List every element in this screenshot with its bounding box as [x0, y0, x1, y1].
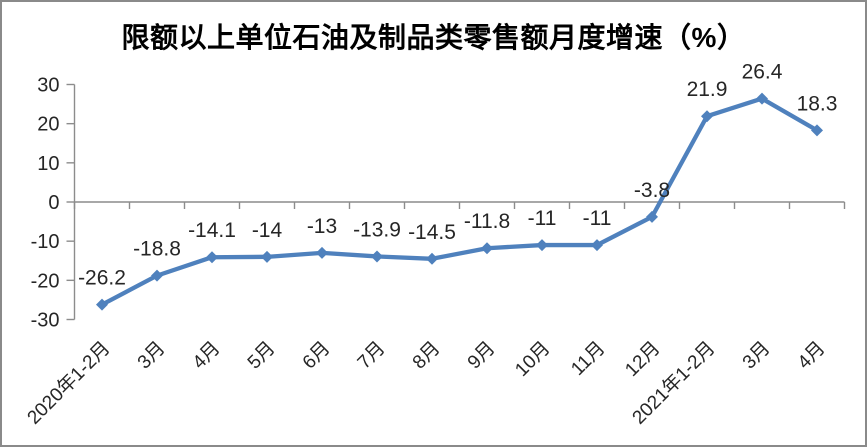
y-axis-tick-label: 20 [37, 114, 59, 136]
data-point-marker [591, 239, 603, 252]
x-axis-category-label: 5月 [244, 338, 280, 374]
data-label: -11 [583, 207, 612, 230]
x-axis-category-label: 3月 [134, 338, 170, 374]
x-axis-category-label: 12月 [621, 338, 664, 381]
y-axis-tick-label: -20 [31, 270, 60, 292]
data-label: 26.4 [742, 61, 783, 84]
data-point-marker [371, 250, 383, 263]
data-label: -3.8 [634, 179, 670, 202]
data-point-marker [811, 124, 823, 137]
data-point-marker [206, 251, 218, 264]
data-label: -14 [252, 219, 283, 242]
x-axis-category-label: 4月 [794, 338, 830, 374]
data-label: -13.9 [353, 218, 401, 241]
x-axis-category-label: 7月 [354, 338, 390, 374]
x-axis-category-label: 8月 [409, 338, 445, 374]
data-point-marker [96, 298, 108, 311]
data-label: -14.1 [188, 219, 236, 242]
data-point-marker [536, 239, 548, 252]
data-label: -13 [307, 215, 337, 238]
data-point-marker [151, 269, 163, 282]
data-label: -26.2 [78, 267, 126, 290]
x-axis-category-label: 4月 [189, 338, 225, 374]
data-point-marker [701, 110, 713, 123]
y-axis-tick-label: 0 [48, 192, 59, 214]
data-label: 18.3 [797, 92, 838, 115]
data-label: -14.5 [408, 221, 456, 244]
data-label: -11 [528, 207, 557, 230]
series-line [99, 96, 820, 307]
y-axis-tick-label: -10 [31, 231, 60, 253]
data-point-marker [426, 252, 438, 265]
y-axis-tick-label: -30 [31, 310, 60, 332]
data-label: -18.8 [133, 238, 181, 261]
x-axis-category-label: 3月 [739, 338, 775, 374]
x-axis-category-label: 11月 [567, 338, 609, 380]
data-point-marker [481, 242, 493, 255]
data-point-marker [646, 210, 658, 223]
chart-title: 限额以上单位石油及制品类零售额月度增速（%） [121, 22, 746, 53]
x-axis-category-label: 10月 [511, 338, 554, 381]
data-point-marker [261, 250, 273, 263]
y-axis-tick-label: 30 [37, 75, 59, 97]
data-point-marker [756, 92, 768, 105]
x-axis-category-label: 2020年1-2月 [23, 337, 115, 429]
x-axis-category-label: 9月 [464, 338, 500, 374]
data-label: 21.9 [687, 78, 728, 101]
x-axis-category-label: 6月 [299, 338, 335, 374]
y-axis-tick-label: 10 [37, 153, 59, 175]
data-label: -11.8 [464, 210, 510, 233]
data-point-marker [316, 246, 328, 259]
